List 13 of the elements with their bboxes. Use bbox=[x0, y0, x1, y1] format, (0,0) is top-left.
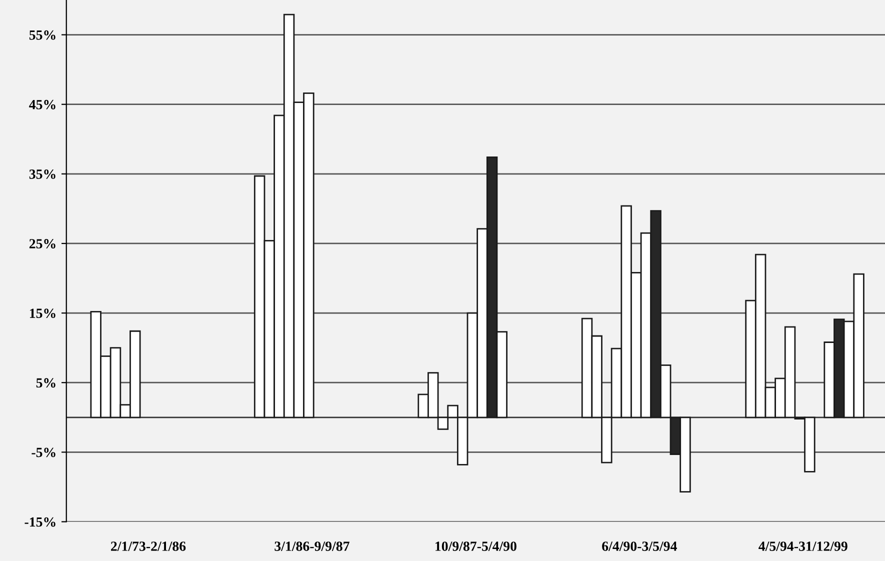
y-tick-label: 5% bbox=[36, 378, 56, 388]
x-tick-label: 6/4/90-3/5/94 bbox=[602, 542, 677, 551]
x-tick-label: 3/1/86-9/9/87 bbox=[274, 542, 350, 551]
y-tick-label: -15% bbox=[24, 517, 56, 527]
x-tick-label: 2/1/73-2/1/86 bbox=[111, 542, 186, 551]
y-tick-label: 45% bbox=[29, 100, 56, 110]
y-tick-label: -5% bbox=[32, 448, 56, 458]
x-tick-label: 10/9/87-5/4/90 bbox=[436, 542, 516, 551]
y-tick-label: 55% bbox=[29, 30, 56, 40]
y-tick-label: 15% bbox=[30, 308, 56, 318]
y-tick-label: 35% bbox=[29, 169, 56, 179]
x-tick-label: 4/5/94-31/12/99 bbox=[758, 542, 848, 551]
y-tick-label: 25% bbox=[29, 239, 56, 248]
